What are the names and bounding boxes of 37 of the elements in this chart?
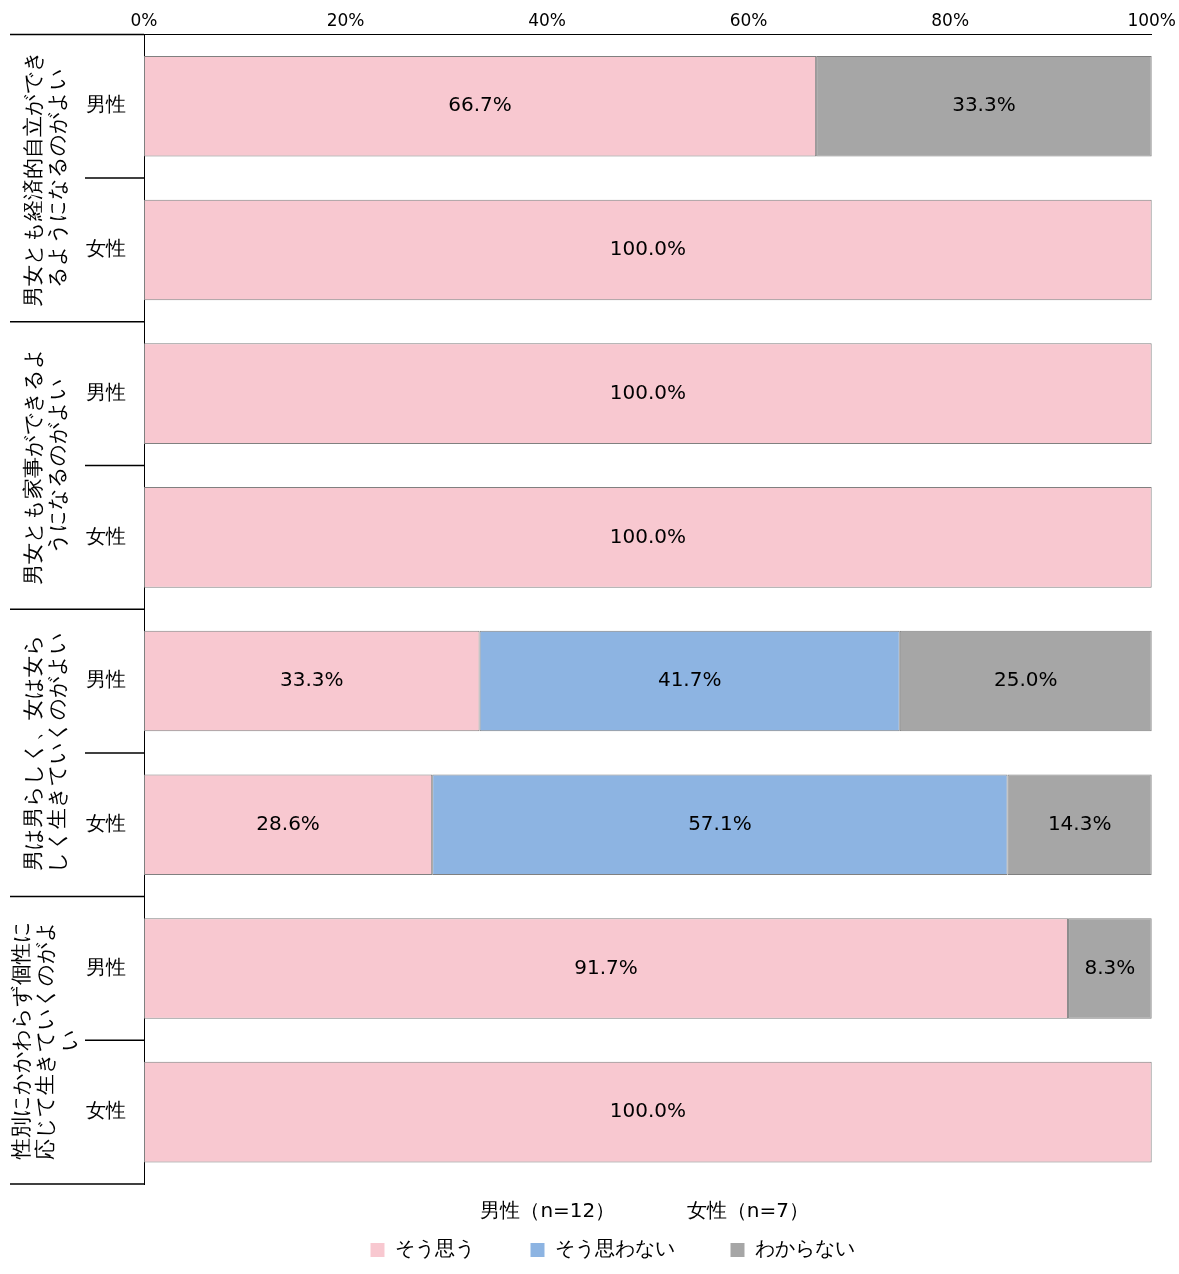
legend-label: わからない [754, 1236, 855, 1261]
text: 男は男らしく、女は女らしく生きていくのがよい [21, 632, 70, 874]
x-tick-label: 40% [528, 9, 566, 30]
data-label: 66.7% [448, 92, 512, 117]
y-tick-label: 女性 [86, 1098, 126, 1123]
x-tick-label: 100% [1127, 9, 1176, 30]
y-tick-label: 女性 [86, 523, 126, 548]
text: 男性（n=12） [480, 1198, 616, 1223]
data-label: 8.3% [1084, 954, 1136, 979]
legend-label: そう思う [394, 1236, 475, 1261]
text: 男女とも経済的自立ができるようになるのがよい [21, 49, 70, 307]
data-label: 100.0% [609, 379, 686, 404]
data-label: 91.7% [574, 954, 638, 979]
y-tick-label: 男性 [86, 379, 126, 404]
data-label: 57.1% [688, 810, 752, 835]
y-tick-label: 男性 [86, 667, 126, 692]
y-tick-label: 男性 [86, 954, 126, 979]
y-tick-label: 女性 [86, 810, 126, 835]
y-tick-label: 男性 [86, 92, 126, 117]
y-tick-label: 女性 [86, 236, 126, 261]
legend-label: そう思わない [554, 1236, 675, 1261]
text: 男女とも家事ができるようになるのがよい [21, 346, 70, 585]
data-label: 100.0% [609, 523, 686, 548]
data-label: 33.3% [952, 92, 1016, 117]
data-label: 25.0% [993, 667, 1058, 692]
text: 性別にかかわらず個性に応じて生きていくのがよい [9, 920, 82, 1161]
x-tick-label: 80% [931, 9, 970, 30]
x-tick-label: 20% [326, 9, 365, 30]
data-label: 41.7% [657, 667, 722, 692]
data-label: 33.3% [280, 667, 344, 692]
data-label: 100.0% [609, 236, 686, 261]
data-label: 14.3% [1047, 810, 1112, 835]
data-label: 28.6% [256, 810, 320, 835]
x-tick-label: 0% [130, 9, 158, 30]
text: 女性（n=7） [686, 1198, 809, 1223]
x-tick-label: 60% [729, 9, 768, 30]
data-label: 100.0% [609, 1098, 686, 1123]
